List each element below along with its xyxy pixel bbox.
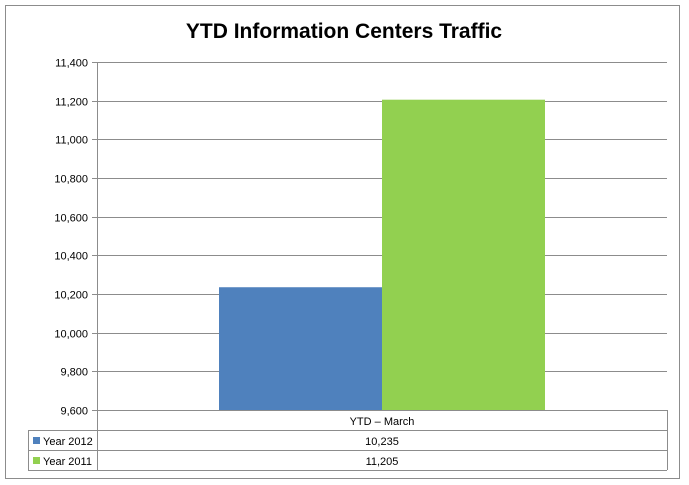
bar-year-2011 — [382, 99, 545, 410]
bar-year-2012 — [219, 287, 382, 410]
y-tick-label: 10,000 — [54, 329, 88, 341]
y-tick-label: 10,200 — [54, 290, 88, 302]
y-tick-label: 11,200 — [55, 97, 88, 109]
chart-title: YTD Information Centers Traffic — [186, 20, 503, 43]
legend-key — [33, 457, 40, 464]
table-row-label: Year 2012 — [43, 436, 93, 448]
y-tick-label: 10,600 — [54, 213, 88, 225]
table-row-value: 10,235 — [365, 436, 399, 448]
y-tick-label: 10,800 — [54, 174, 88, 186]
table-row-value: 11,205 — [366, 456, 399, 468]
y-tick-label: 9,600 — [60, 406, 88, 418]
legend-key — [33, 437, 40, 444]
table-header: YTD – March — [350, 416, 415, 428]
y-tick-label: 11,000 — [55, 135, 88, 147]
y-axis: 9,600 9,800 10,000 10,200 10,400 10,600 10,800… — [54, 58, 98, 418]
table-row-label: Year 2011 — [43, 456, 92, 468]
y-tick-label: 10,400 — [54, 251, 88, 263]
data-table: YTD – March Year 2012 10,235 Year 2011 11,20… — [28, 410, 668, 471]
y-tick-label: 9,800 — [60, 367, 88, 379]
bars — [219, 99, 545, 410]
y-tick-label: 11,400 — [55, 58, 88, 70]
